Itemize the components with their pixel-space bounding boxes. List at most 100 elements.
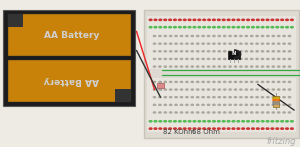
Circle shape [213,66,215,67]
Circle shape [159,121,162,122]
Circle shape [154,121,157,122]
Circle shape [229,112,231,113]
Circle shape [261,128,264,129]
Circle shape [169,128,171,129]
Text: 82 KOhm: 82 KOhm [163,129,194,135]
Circle shape [278,35,280,37]
Circle shape [218,81,220,82]
Circle shape [183,121,186,122]
Circle shape [213,58,215,60]
Circle shape [164,104,167,105]
Circle shape [191,66,194,67]
Circle shape [256,89,258,90]
Circle shape [234,35,237,37]
Circle shape [256,58,258,60]
Circle shape [202,51,204,52]
Circle shape [213,121,215,122]
Circle shape [245,112,248,113]
Circle shape [227,19,230,21]
Circle shape [169,43,172,44]
Circle shape [164,128,166,129]
Circle shape [237,19,240,21]
Circle shape [207,97,210,98]
Circle shape [202,43,204,44]
Circle shape [247,128,249,129]
Circle shape [261,81,264,82]
Circle shape [261,19,264,21]
Bar [144,10,298,138]
Circle shape [283,35,285,37]
Circle shape [159,35,161,37]
Circle shape [267,112,269,113]
Circle shape [267,89,269,90]
Circle shape [288,51,291,52]
Circle shape [174,128,176,129]
Circle shape [261,89,264,90]
Circle shape [234,89,237,90]
Circle shape [245,97,248,98]
Circle shape [202,97,204,98]
Circle shape [267,97,269,98]
Circle shape [202,89,204,90]
Bar [157,83,164,88]
Circle shape [198,19,201,21]
Circle shape [288,58,291,60]
Circle shape [256,104,258,105]
Circle shape [186,43,188,44]
Circle shape [229,81,231,82]
Circle shape [245,35,248,37]
Circle shape [256,81,258,82]
Circle shape [191,89,194,90]
Circle shape [164,19,166,21]
Circle shape [261,35,264,37]
Circle shape [222,121,225,122]
Circle shape [213,97,215,98]
Circle shape [232,121,235,122]
Circle shape [193,121,196,122]
Circle shape [169,97,172,98]
Circle shape [180,81,183,82]
Text: AA Battery: AA Battery [44,31,99,40]
Circle shape [153,66,156,67]
Circle shape [178,19,181,21]
Circle shape [207,81,210,82]
Circle shape [247,27,249,28]
Circle shape [267,51,269,52]
Circle shape [286,19,288,21]
Circle shape [261,112,264,113]
Circle shape [267,81,269,82]
Circle shape [213,51,215,52]
Circle shape [261,121,264,122]
Circle shape [213,128,215,129]
Text: fritzing: fritzing [266,137,296,146]
Circle shape [191,35,194,37]
Circle shape [234,51,237,52]
Circle shape [191,97,194,98]
Circle shape [218,104,220,105]
Circle shape [159,89,161,90]
Text: 68 Ohm: 68 Ohm [192,129,219,135]
Circle shape [283,97,285,98]
Circle shape [245,89,248,90]
Circle shape [218,43,220,44]
Circle shape [159,43,161,44]
Circle shape [186,35,188,37]
Circle shape [193,27,196,28]
Circle shape [218,121,220,122]
Circle shape [180,104,183,105]
Circle shape [218,97,220,98]
Circle shape [250,51,253,52]
Circle shape [178,121,181,122]
Circle shape [250,104,253,105]
Circle shape [224,43,226,44]
Circle shape [178,27,181,28]
Circle shape [153,51,156,52]
Circle shape [180,112,183,113]
Circle shape [164,51,167,52]
Circle shape [276,27,279,28]
Circle shape [218,58,220,60]
Circle shape [191,112,194,113]
Circle shape [180,58,183,60]
Circle shape [193,19,196,21]
Circle shape [218,27,220,28]
